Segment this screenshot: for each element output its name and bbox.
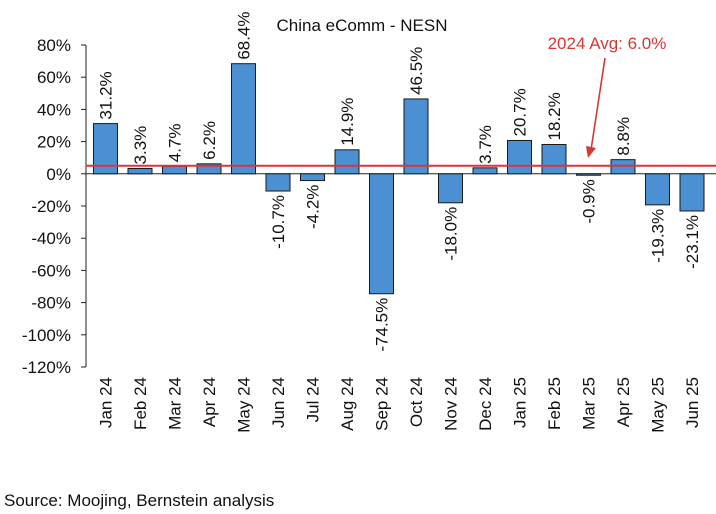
x-tick-label: Feb 25	[545, 377, 564, 430]
x-tick-label: Oct 24	[407, 377, 426, 427]
bar	[300, 173, 325, 182]
bar-chart: 80% 60% 40% 20% 0% -20% -40% -60% -80% -100% -120%…	[22, 11, 716, 433]
y-tick-label: -120%	[22, 358, 71, 377]
data-label: 20.7%	[511, 88, 530, 136]
data-label: 14.9%	[338, 98, 357, 146]
x-tick-label: Feb 24	[131, 377, 150, 430]
x-tick-label: Jul 24	[304, 377, 323, 422]
reference-line-group: 2024 Avg: 6.0%	[86, 34, 716, 167]
y-tick-label: -80%	[31, 294, 71, 313]
data-label: 6.2%	[200, 121, 219, 160]
data-label: 8.8%	[614, 117, 633, 156]
y-axis: 80% 60% 40% 20% 0% -20% -40% -60% -80% -100% -120%	[22, 36, 716, 377]
data-label: 3.7%	[476, 125, 495, 164]
x-tick-label: Mar 25	[580, 377, 599, 430]
data-label: -0.9%	[580, 179, 599, 223]
bars	[93, 63, 705, 295]
x-tick-label: Mar 24	[166, 377, 185, 430]
y-tick-label: -40%	[31, 229, 71, 248]
bar	[162, 165, 187, 175]
bar	[231, 63, 256, 175]
bar	[369, 173, 394, 295]
data-label: 4.7%	[166, 123, 185, 162]
data-label: 68.4%	[235, 11, 254, 59]
y-tick-label: 60%	[37, 68, 71, 87]
data-label: 31.2%	[97, 71, 116, 119]
x-tick-label: Nov 24	[442, 377, 461, 431]
x-tick-label: Jun 25	[683, 377, 702, 428]
bar	[334, 149, 360, 175]
y-tick-label: 20%	[37, 133, 71, 152]
y-tick-label: 40%	[37, 100, 71, 119]
bar	[403, 98, 429, 175]
annotation-arrow-line	[590, 57, 606, 151]
bar	[196, 163, 222, 175]
data-label: -74.5%	[373, 298, 392, 352]
y-tick-label: -60%	[31, 261, 71, 280]
x-tick-label: Apr 25	[614, 377, 633, 427]
x-tick-label: Jan 25	[511, 377, 530, 428]
x-tick-label: Sep 24	[373, 377, 392, 431]
bar	[507, 139, 532, 175]
y-tick-label: -20%	[31, 197, 71, 216]
bar	[127, 167, 153, 175]
data-label: 46.5%	[407, 47, 426, 95]
data-label: -18.0%	[442, 207, 461, 261]
data-label: -4.2%	[304, 185, 323, 229]
x-tick-label: May 24	[235, 377, 254, 433]
bar	[541, 143, 567, 175]
y-tick-label: 0%	[46, 165, 71, 184]
source-note: Source: Moojing, Bernstein analysis	[4, 491, 275, 510]
chart-title: China eComm - NESN	[277, 16, 448, 35]
data-label: -23.1%	[683, 215, 702, 269]
x-tick-label: Jun 24	[269, 377, 288, 428]
y-tick-label: -100%	[22, 326, 71, 345]
x-tick-label: Aug 24	[338, 377, 357, 431]
bar	[472, 167, 498, 175]
x-tick-label: Jan 24	[97, 377, 116, 428]
y-tick-label: 80%	[37, 36, 71, 55]
bar	[576, 173, 601, 176]
data-label: 18.2%	[545, 92, 564, 140]
x-tick-label: Apr 24	[200, 377, 219, 427]
bar	[438, 173, 463, 204]
x-axis: Jan 24 Feb 24 Mar 24 Apr 24 May 24 Jun 24 Jul …	[97, 377, 703, 433]
bar	[679, 173, 705, 212]
bar	[645, 173, 670, 206]
x-tick-label: May 25	[649, 377, 668, 433]
data-label: -10.7%	[269, 195, 288, 249]
average-annotation: 2024 Avg: 6.0%	[548, 34, 667, 53]
annotation-arrow-head	[586, 146, 596, 158]
data-label: 3.3%	[131, 126, 150, 165]
data-labels: 31.2% 3.3% 4.7% 6.2% 68.4% -10.7% -4.2% 14.9% -7…	[97, 11, 703, 351]
data-label: -19.3%	[649, 209, 668, 263]
x-tick-label: Dec 24	[476, 377, 495, 431]
bar	[265, 173, 291, 192]
